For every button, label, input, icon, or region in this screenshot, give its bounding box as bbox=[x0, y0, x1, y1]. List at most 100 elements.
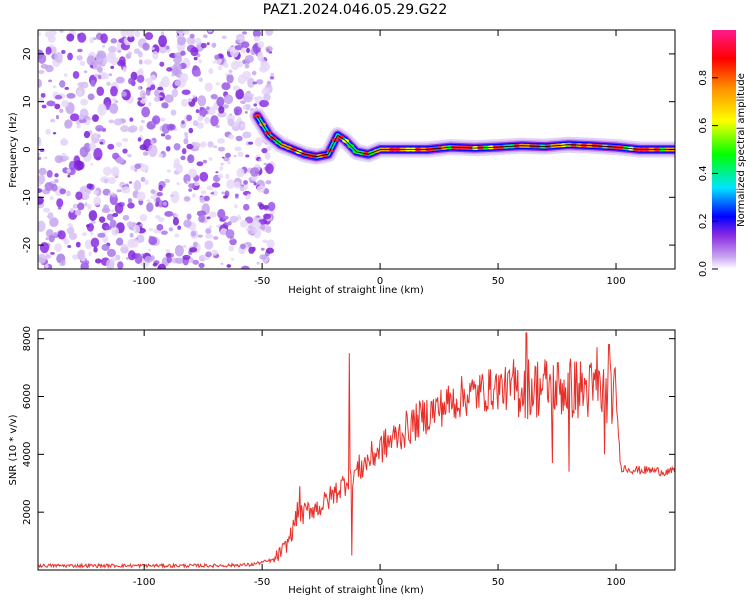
noise-blob bbox=[77, 48, 83, 53]
spectrogram-ytick-label: 10 bbox=[22, 95, 33, 108]
noise-blob bbox=[263, 204, 269, 210]
noise-blob bbox=[110, 257, 118, 262]
noise-blob bbox=[40, 63, 49, 69]
noise-blob bbox=[206, 42, 210, 46]
noise-blob bbox=[152, 50, 159, 60]
noise-blob bbox=[139, 213, 148, 222]
noise-blob bbox=[40, 92, 46, 98]
noise-blob bbox=[252, 81, 258, 85]
noise-blob bbox=[127, 153, 132, 158]
noise-blob bbox=[139, 144, 147, 151]
noise-blob bbox=[137, 97, 143, 101]
noise-blob bbox=[192, 259, 200, 265]
noise-blob bbox=[210, 115, 219, 127]
noise-blob bbox=[45, 254, 52, 259]
noise-blob bbox=[83, 130, 91, 139]
noise-blob bbox=[38, 153, 41, 156]
noise-blob bbox=[108, 73, 113, 77]
noise-blob bbox=[102, 166, 112, 176]
noise-blob bbox=[239, 185, 245, 192]
noise-blob bbox=[235, 135, 243, 142]
noise-blob bbox=[106, 248, 116, 258]
snr-ytick-label: 2000 bbox=[22, 499, 33, 524]
noise-blob bbox=[93, 196, 101, 206]
noise-blob bbox=[118, 56, 126, 66]
noise-blob bbox=[200, 42, 207, 49]
noise-blob bbox=[247, 77, 255, 88]
noise-blob bbox=[234, 44, 244, 51]
noise-blob bbox=[258, 158, 262, 162]
noise-blob bbox=[38, 253, 47, 264]
noise-blob bbox=[253, 35, 261, 42]
spectrogram-plot-area bbox=[38, 30, 675, 269]
snr-plot-area bbox=[38, 330, 675, 570]
noise-blob bbox=[223, 156, 230, 162]
noise-blob bbox=[227, 118, 235, 127]
noise-blob bbox=[236, 167, 245, 178]
noise-blob bbox=[183, 138, 189, 145]
noise-blob bbox=[192, 65, 199, 71]
noise-blob bbox=[61, 99, 69, 108]
noise-blob bbox=[62, 155, 70, 161]
noise-blob bbox=[211, 182, 221, 188]
noise-blob bbox=[259, 254, 268, 260]
noise-blob bbox=[188, 188, 193, 192]
noise-blob bbox=[87, 93, 95, 101]
noise-blob bbox=[186, 114, 193, 122]
noise-blob bbox=[247, 229, 255, 235]
noise-blob bbox=[59, 30, 64, 34]
noise-blob bbox=[151, 47, 155, 50]
noise-blob bbox=[202, 159, 208, 164]
noise-blob bbox=[231, 257, 235, 261]
noise-blob bbox=[226, 179, 236, 189]
spectrogram-xtick-label: 0 bbox=[377, 276, 383, 287]
noise-blob bbox=[137, 137, 142, 142]
noise-blob bbox=[251, 220, 261, 229]
noise-blob bbox=[150, 84, 156, 91]
noise-blob bbox=[166, 67, 173, 72]
noise-blob bbox=[134, 163, 141, 170]
noise-blob bbox=[47, 211, 54, 220]
noise-blob bbox=[54, 173, 59, 178]
noise-blob bbox=[122, 66, 127, 73]
noise-blob bbox=[189, 33, 195, 39]
noise-blob bbox=[38, 53, 47, 64]
spectrogram-ytick-label: -10 bbox=[22, 189, 33, 205]
noise-blob bbox=[60, 138, 68, 146]
noise-blob bbox=[110, 65, 115, 70]
noise-blob bbox=[60, 259, 66, 266]
noise-blob bbox=[211, 249, 218, 256]
noise-blob bbox=[97, 74, 102, 80]
noise-blob bbox=[176, 164, 184, 174]
noise-blob bbox=[197, 95, 207, 107]
noise-blob bbox=[199, 171, 209, 182]
noise-blob bbox=[174, 213, 179, 218]
noise-blob bbox=[197, 115, 204, 122]
noise-blob bbox=[44, 263, 49, 269]
noise-blob bbox=[141, 106, 151, 118]
spectrogram-xtick-label: 50 bbox=[492, 276, 505, 287]
noise-blob bbox=[221, 215, 229, 220]
colorbar-tick-label: 0.0 bbox=[698, 261, 709, 277]
noise-blob bbox=[97, 103, 107, 116]
snr-xtick-label: 50 bbox=[492, 577, 505, 588]
noise-blob bbox=[128, 125, 138, 133]
noise-blob bbox=[183, 132, 189, 136]
noise-blob bbox=[51, 183, 58, 192]
noise-blob bbox=[257, 40, 265, 49]
noise-blob bbox=[103, 178, 109, 184]
noise-blob bbox=[265, 225, 272, 234]
noise-blob bbox=[38, 220, 46, 232]
noise-blob bbox=[110, 38, 118, 44]
noise-blob bbox=[50, 118, 56, 123]
noise-blob bbox=[45, 237, 49, 241]
noise-blob bbox=[265, 30, 274, 36]
noise-blob bbox=[265, 247, 275, 254]
noise-blob bbox=[127, 197, 133, 204]
noise-blob bbox=[128, 77, 135, 85]
noise-blob bbox=[38, 188, 43, 193]
noise-blob bbox=[162, 201, 168, 206]
noise-blob bbox=[101, 207, 111, 214]
noise-blob bbox=[90, 231, 94, 236]
noise-blob bbox=[190, 47, 199, 57]
